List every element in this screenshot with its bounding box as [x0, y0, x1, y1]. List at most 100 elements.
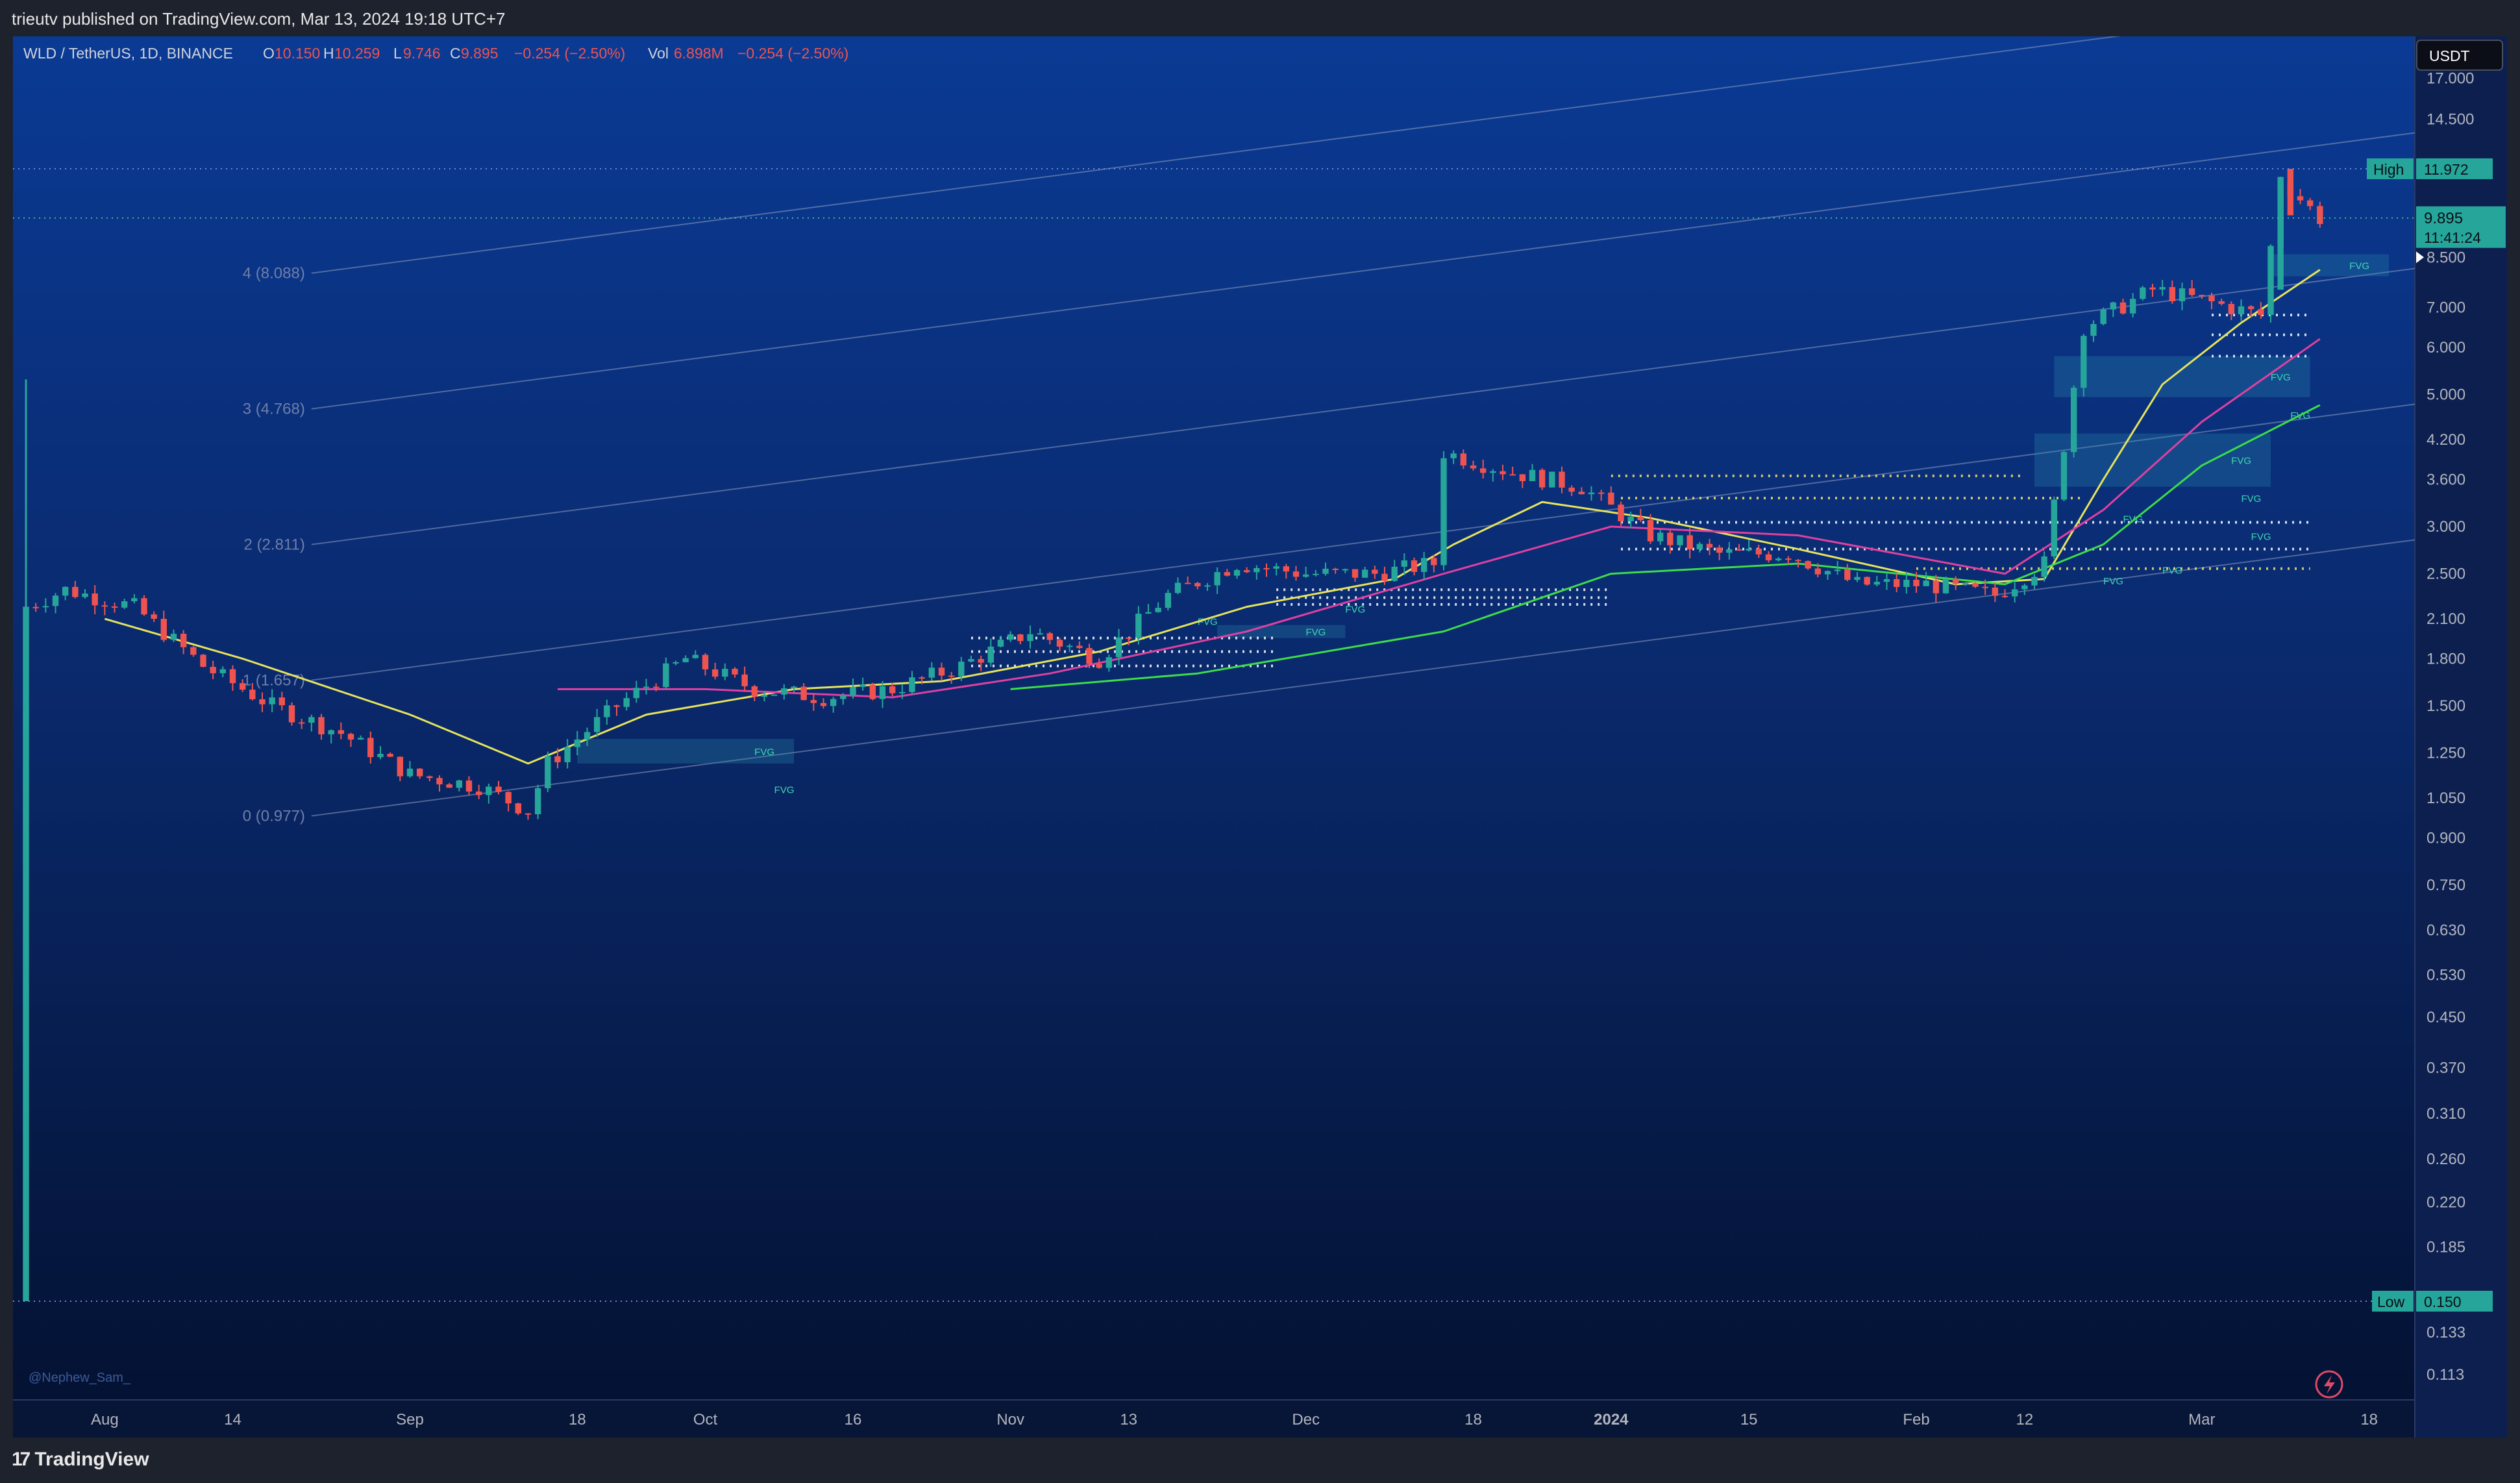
candle-body	[593, 717, 600, 732]
candle-body	[406, 768, 414, 777]
candle-body	[1165, 593, 1172, 608]
candle-body	[1391, 566, 1398, 581]
candle-body	[1204, 585, 1211, 587]
candle-body	[968, 659, 974, 662]
chart-frame[interactable]: 0 (0.977) 1 (1.657) 2 (2.811) 3 (4.768) 4 (8…	[13, 0, 2507, 1438]
price-tick: 2.100	[2427, 610, 2465, 628]
candle-body	[879, 686, 886, 699]
time-tick: 14	[224, 1411, 241, 1428]
candle-body	[1657, 532, 1664, 542]
candle-body	[219, 669, 227, 673]
candle-body	[1933, 580, 1940, 593]
low-value-tag	[2416, 1290, 2493, 1312]
candle-body	[278, 697, 286, 706]
candle-body	[2070, 388, 2077, 453]
fvg-label: FVG	[2103, 576, 2123, 587]
time-tick: 2024	[1594, 1411, 1629, 1428]
price-tick: 7.000	[2427, 299, 2465, 317]
candle-body	[1618, 505, 1624, 521]
candle-body	[2306, 200, 2314, 206]
candle-body	[486, 786, 492, 795]
candle-body	[1372, 569, 1378, 574]
candle-body	[1765, 554, 1772, 560]
candle-body	[2090, 324, 2097, 336]
candle-body	[643, 686, 650, 688]
candle-body	[1637, 516, 1644, 520]
candle-body	[1470, 465, 1477, 469]
time-tick: Oct	[693, 1411, 718, 1428]
candle-body	[1420, 558, 1427, 572]
candle-body	[151, 614, 157, 619]
candle-body	[1677, 535, 1683, 545]
candle-body	[534, 788, 541, 815]
price-tick: 3.600	[2427, 471, 2465, 488]
time-tick: Sep	[396, 1411, 424, 1428]
candle-body	[1873, 582, 1881, 585]
candle-body	[288, 705, 295, 723]
candle-body	[190, 647, 197, 655]
candle-body	[1411, 560, 1418, 572]
candle-body	[1086, 647, 1093, 664]
publish-info: trieutv published on TradingView.com, Ma…	[12, 9, 506, 29]
candle-body	[1135, 614, 1142, 638]
legend-low: 9.746	[403, 45, 441, 62]
candle-body	[928, 667, 935, 678]
candle-body	[1686, 535, 1693, 549]
candle-body	[1509, 474, 1516, 476]
fib-channel-label: 0 (0.977)	[243, 808, 305, 825]
candle-body	[1519, 474, 1526, 482]
candle-body	[1755, 549, 1762, 555]
last-price: 9.895	[2424, 210, 2463, 227]
candle-body	[2218, 301, 2225, 305]
candle-body	[2011, 589, 2018, 597]
candle-body	[318, 717, 325, 735]
candle-body	[170, 634, 177, 640]
candle-body	[1696, 543, 1703, 549]
candle-body	[1361, 569, 1368, 578]
candle-body	[1155, 608, 1161, 612]
tradingview-logo[interactable]: 17 TradingView	[12, 1449, 149, 1471]
candle-body	[633, 688, 640, 699]
price-tick: 0.370	[2427, 1059, 2465, 1077]
candle-body	[160, 619, 167, 640]
candle-body	[663, 663, 669, 688]
candle-body	[347, 734, 354, 740]
candle-body	[269, 697, 275, 704]
price-tick: 4.200	[2427, 431, 2465, 449]
fvg-label: FVG	[774, 785, 795, 796]
price-tick: 0.260	[2427, 1151, 2465, 1168]
candle-body	[1982, 586, 1988, 588]
candle-body	[2258, 309, 2264, 316]
candle-body	[1401, 560, 1408, 567]
last-price-tag	[2416, 206, 2506, 248]
fvg-label: FVG	[1305, 627, 1326, 638]
candle-body	[2169, 287, 2176, 302]
legend-symbol: WLD / TetherUS, 1D, BINANCE	[23, 45, 233, 62]
moving-average-line	[558, 338, 2321, 699]
tv-icon: 17	[12, 1449, 31, 1470]
lightning-icon[interactable]	[2315, 1370, 2343, 1399]
fvg-label: FVG	[1345, 604, 1365, 616]
time-axis[interactable]: Aug 14 Sep 18 Oct 16 Nov 13 Dec 18 2024 15 Feb 12 Mar 1…	[91, 1411, 2378, 1428]
candle-body	[1775, 558, 1782, 560]
candle-body	[948, 675, 955, 677]
candle-body	[2208, 295, 2215, 301]
fvg-label: FVG	[2349, 261, 2369, 272]
fib-channel: 0 (0.977)1 (1.657)2 (2.811)3 (4.768)4 (8…	[243, 0, 2415, 825]
candle-body	[604, 705, 610, 717]
price-chart[interactable]: 0 (0.977)1 (1.657)2 (2.811)3 (4.768)4 (8…	[13, 0, 2507, 1438]
candle-body	[1578, 492, 1585, 495]
candle-body	[1706, 543, 1713, 548]
price-tick: 1.800	[2427, 650, 2465, 667]
candle-body	[1322, 568, 1329, 574]
candle-body	[2247, 306, 2254, 310]
price-tick: 6.000	[2427, 339, 2465, 356]
candle-body	[919, 677, 925, 679]
candle-body	[1549, 471, 1555, 488]
candle-body	[692, 654, 699, 658]
fvg-label: FVG	[2251, 531, 2271, 542]
price-axis[interactable]: 17.000 14.500 8.500 7.000 6.000 5.000 4.200 3.6…	[2367, 69, 2506, 1384]
currency-selector[interactable]: USDT	[2416, 40, 2503, 71]
candle-body	[1588, 492, 1595, 495]
candle-body	[2277, 177, 2284, 290]
